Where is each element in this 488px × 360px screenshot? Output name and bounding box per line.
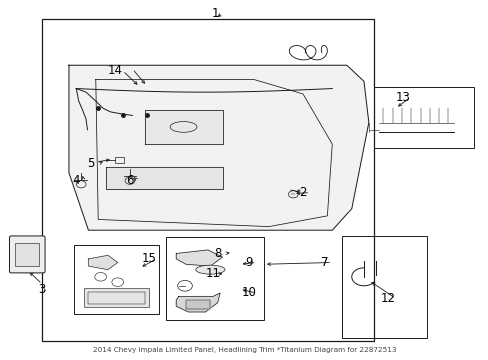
Ellipse shape <box>170 122 197 132</box>
Bar <box>74 244 159 315</box>
Text: 2014 Chevy Impala Limited Panel, Headlining Trim *Titanium Diagram for 22872513: 2014 Chevy Impala Limited Panel, Headlin… <box>93 347 395 353</box>
Polygon shape <box>105 167 222 189</box>
Bar <box>42 19 373 341</box>
Polygon shape <box>88 255 118 270</box>
Text: 1: 1 <box>211 7 219 20</box>
Text: 6: 6 <box>126 174 133 186</box>
Bar <box>83 288 149 307</box>
Text: 4: 4 <box>72 174 80 186</box>
Bar <box>373 87 473 148</box>
Text: 11: 11 <box>205 267 220 280</box>
Polygon shape <box>185 300 210 309</box>
Text: 13: 13 <box>395 91 409 104</box>
Text: 8: 8 <box>214 247 221 260</box>
FancyBboxPatch shape <box>9 236 45 273</box>
Text: 7: 7 <box>321 256 328 269</box>
Polygon shape <box>176 250 222 266</box>
Bar <box>115 157 124 163</box>
Bar <box>341 235 427 338</box>
Text: 12: 12 <box>380 292 395 305</box>
Text: 9: 9 <box>245 256 253 269</box>
Text: 10: 10 <box>242 287 256 300</box>
Text: 3: 3 <box>39 283 46 296</box>
Text: 2: 2 <box>299 186 306 199</box>
Bar <box>166 237 264 320</box>
Text: 15: 15 <box>142 252 157 265</box>
Text: 5: 5 <box>87 157 94 170</box>
Ellipse shape <box>195 265 224 274</box>
Polygon shape <box>69 65 368 230</box>
Bar <box>15 243 39 266</box>
Polygon shape <box>144 110 222 144</box>
Text: 14: 14 <box>107 64 122 77</box>
Polygon shape <box>176 293 220 312</box>
Bar <box>88 292 144 305</box>
